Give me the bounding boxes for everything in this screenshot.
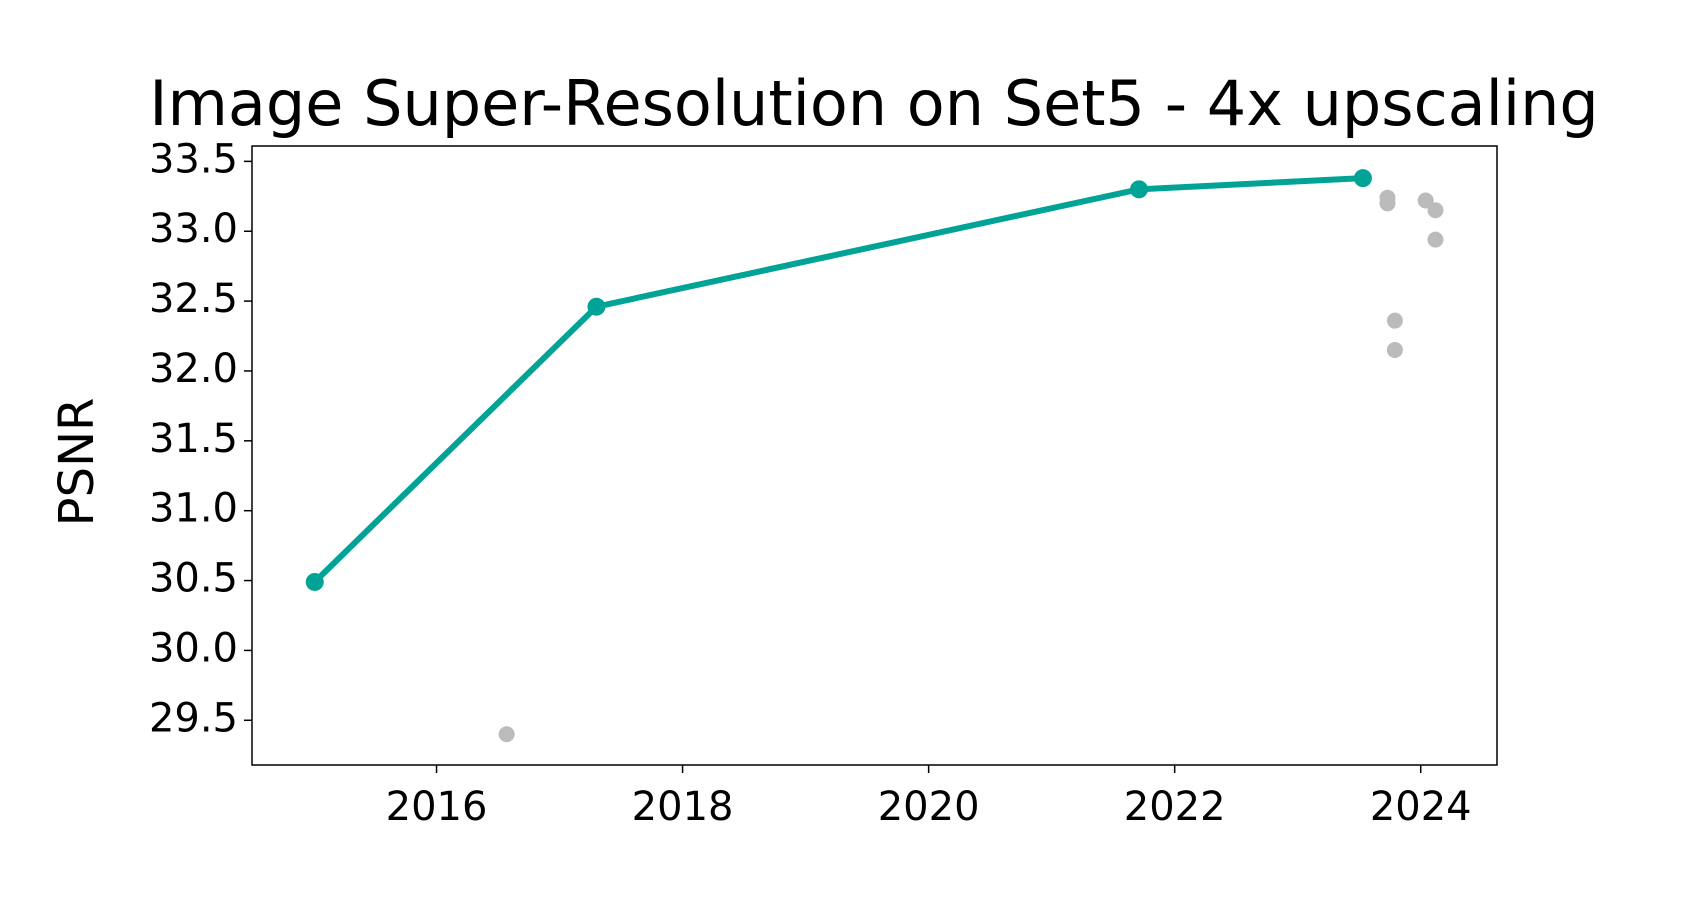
other-point xyxy=(1417,192,1434,209)
y-tick-label: 31.5 xyxy=(149,416,238,462)
y-tick-label: 30.0 xyxy=(149,625,238,671)
x-tick-label: 2022 xyxy=(1124,784,1226,830)
x-tick-label: 2018 xyxy=(632,784,734,830)
sota-point xyxy=(1353,169,1372,188)
other-point xyxy=(1427,202,1444,219)
x-tick-label: 2016 xyxy=(386,784,488,830)
y-tick-label: 32.5 xyxy=(149,276,238,322)
other-point xyxy=(1427,231,1444,248)
other-point xyxy=(1379,195,1396,212)
sota-point xyxy=(587,297,606,316)
sota-point xyxy=(1130,180,1149,199)
y-tick-label: 33.5 xyxy=(149,136,238,182)
y-tick-label: 33.0 xyxy=(149,206,238,252)
plot-frame xyxy=(251,145,1498,766)
sota-line xyxy=(312,175,1364,585)
x-tick-label: 2020 xyxy=(878,784,980,830)
other-point xyxy=(1386,342,1403,359)
other-point xyxy=(1386,312,1403,329)
chart-title: Image Super-Resolution on Set5 - 4x upsc… xyxy=(149,67,1599,140)
y-tick-label: 32.0 xyxy=(149,346,238,392)
y-tick-label: 31.0 xyxy=(149,486,238,532)
other-point xyxy=(498,726,515,743)
y-tick-label: 29.5 xyxy=(149,695,238,741)
y-axis-label: PSNR xyxy=(49,398,105,527)
sota-point xyxy=(305,572,324,591)
y-tick-label: 30.5 xyxy=(149,556,238,602)
x-tick-label: 2024 xyxy=(1370,784,1472,830)
